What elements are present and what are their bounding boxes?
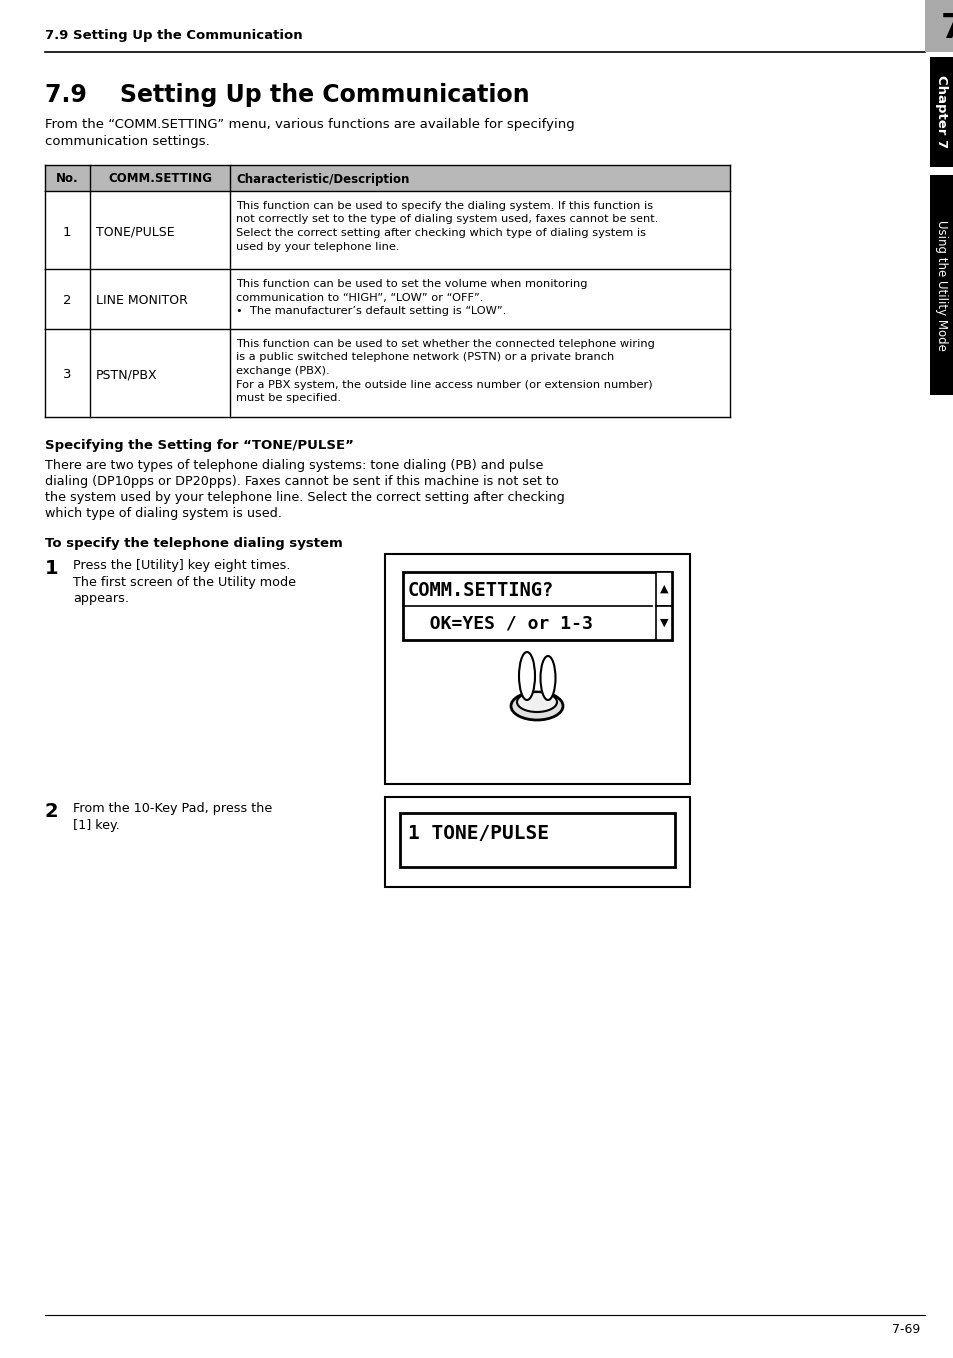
Text: must be specified.: must be specified. xyxy=(235,392,340,403)
Text: COMM.SETTING: COMM.SETTING xyxy=(108,172,212,186)
Ellipse shape xyxy=(540,656,555,699)
Text: For a PBX system, the outside line access number (or extension number): For a PBX system, the outside line acces… xyxy=(235,379,652,390)
Text: 7: 7 xyxy=(940,11,953,45)
Text: There are two types of telephone dialing systems: tone dialing (PB) and pulse: There are two types of telephone dialing… xyxy=(45,459,543,473)
Text: To specify the telephone dialing system: To specify the telephone dialing system xyxy=(45,536,342,550)
Text: Utility: Utility xyxy=(514,655,558,669)
Bar xyxy=(929,175,953,395)
Bar xyxy=(402,572,671,640)
Bar xyxy=(385,554,689,784)
Text: Select the correct setting after checking which type of dialing system is: Select the correct setting after checkin… xyxy=(235,228,645,238)
Text: From the “COMM.SETTING” menu, various functions are available for specifying: From the “COMM.SETTING” menu, various fu… xyxy=(45,118,574,130)
Text: [1] key.: [1] key. xyxy=(73,819,120,832)
Text: OK=YES / or 1-3: OK=YES / or 1-3 xyxy=(408,615,592,633)
Bar xyxy=(924,0,953,52)
Text: 1 TONE/PULSE: 1 TONE/PULSE xyxy=(408,824,548,843)
Text: 7-69: 7-69 xyxy=(891,1323,919,1336)
Text: appears.: appears. xyxy=(73,592,129,606)
Text: Press the [Utility] key eight times.: Press the [Utility] key eight times. xyxy=(73,559,291,572)
Bar xyxy=(45,166,729,191)
Text: Chapter 7: Chapter 7 xyxy=(935,76,947,148)
Text: 2: 2 xyxy=(63,295,71,307)
Text: The first screen of the Utility mode: The first screen of the Utility mode xyxy=(73,576,295,589)
Text: exchange (PBX).: exchange (PBX). xyxy=(235,367,330,376)
Text: COMM.SETTING?: COMM.SETTING? xyxy=(408,581,554,600)
Text: This function can be used to set whether the connected telephone wiring: This function can be used to set whether… xyxy=(235,340,654,349)
Text: 1: 1 xyxy=(63,225,71,239)
Text: Specifying the Setting for “TONE/PULSE”: Specifying the Setting for “TONE/PULSE” xyxy=(45,439,354,452)
Text: the system used by your telephone line. Select the correct setting after checkin: the system used by your telephone line. … xyxy=(45,492,564,504)
Ellipse shape xyxy=(517,693,557,712)
Ellipse shape xyxy=(518,652,535,699)
Bar xyxy=(385,797,689,887)
Text: communication to “HIGH”, “LOW” or “OFF”.: communication to “HIGH”, “LOW” or “OFF”. xyxy=(235,292,483,303)
Text: ▼: ▼ xyxy=(659,618,667,627)
Text: dialing (DP10pps or DP20pps). Faxes cannot be sent if this machine is not set to: dialing (DP10pps or DP20pps). Faxes cann… xyxy=(45,475,558,488)
Text: LINE MONITOR: LINE MONITOR xyxy=(96,295,188,307)
Text: 7.9 Setting Up the Communication: 7.9 Setting Up the Communication xyxy=(45,29,302,42)
Text: •  The manufacturer’s default setting is “LOW”.: • The manufacturer’s default setting is … xyxy=(235,306,506,316)
Text: is a public switched telephone network (PSTN) or a private branch: is a public switched telephone network (… xyxy=(235,353,614,363)
Text: not correctly set to the type of dialing system used, faxes cannot be sent.: not correctly set to the type of dialing… xyxy=(235,215,658,224)
Text: which type of dialing system is used.: which type of dialing system is used. xyxy=(45,507,281,520)
Bar xyxy=(929,57,953,167)
Bar xyxy=(399,813,675,866)
Text: This function can be used to specify the dialing system. If this function is: This function can be used to specify the… xyxy=(235,201,653,210)
Text: This function can be used to set the volume when monitoring: This function can be used to set the vol… xyxy=(235,278,587,289)
Bar xyxy=(656,606,671,640)
Text: 2: 2 xyxy=(45,803,58,822)
Ellipse shape xyxy=(511,693,562,720)
Text: 3: 3 xyxy=(63,368,71,382)
Text: From the 10-Key Pad, press the: From the 10-Key Pad, press the xyxy=(73,803,272,815)
Text: Using the Utility Mode: Using the Utility Mode xyxy=(935,220,947,350)
Bar xyxy=(656,572,671,606)
Text: used by your telephone line.: used by your telephone line. xyxy=(235,242,399,251)
Text: ▲: ▲ xyxy=(659,584,667,593)
Text: No.: No. xyxy=(55,172,78,186)
Text: Characteristic/Description: Characteristic/Description xyxy=(235,172,409,186)
Text: TONE/PULSE: TONE/PULSE xyxy=(96,225,174,239)
Text: 7.9    Setting Up the Communication: 7.9 Setting Up the Communication xyxy=(45,83,529,107)
Text: communication settings.: communication settings. xyxy=(45,134,210,148)
Text: PSTN/PBX: PSTN/PBX xyxy=(96,368,157,382)
Text: 1: 1 xyxy=(45,559,58,579)
